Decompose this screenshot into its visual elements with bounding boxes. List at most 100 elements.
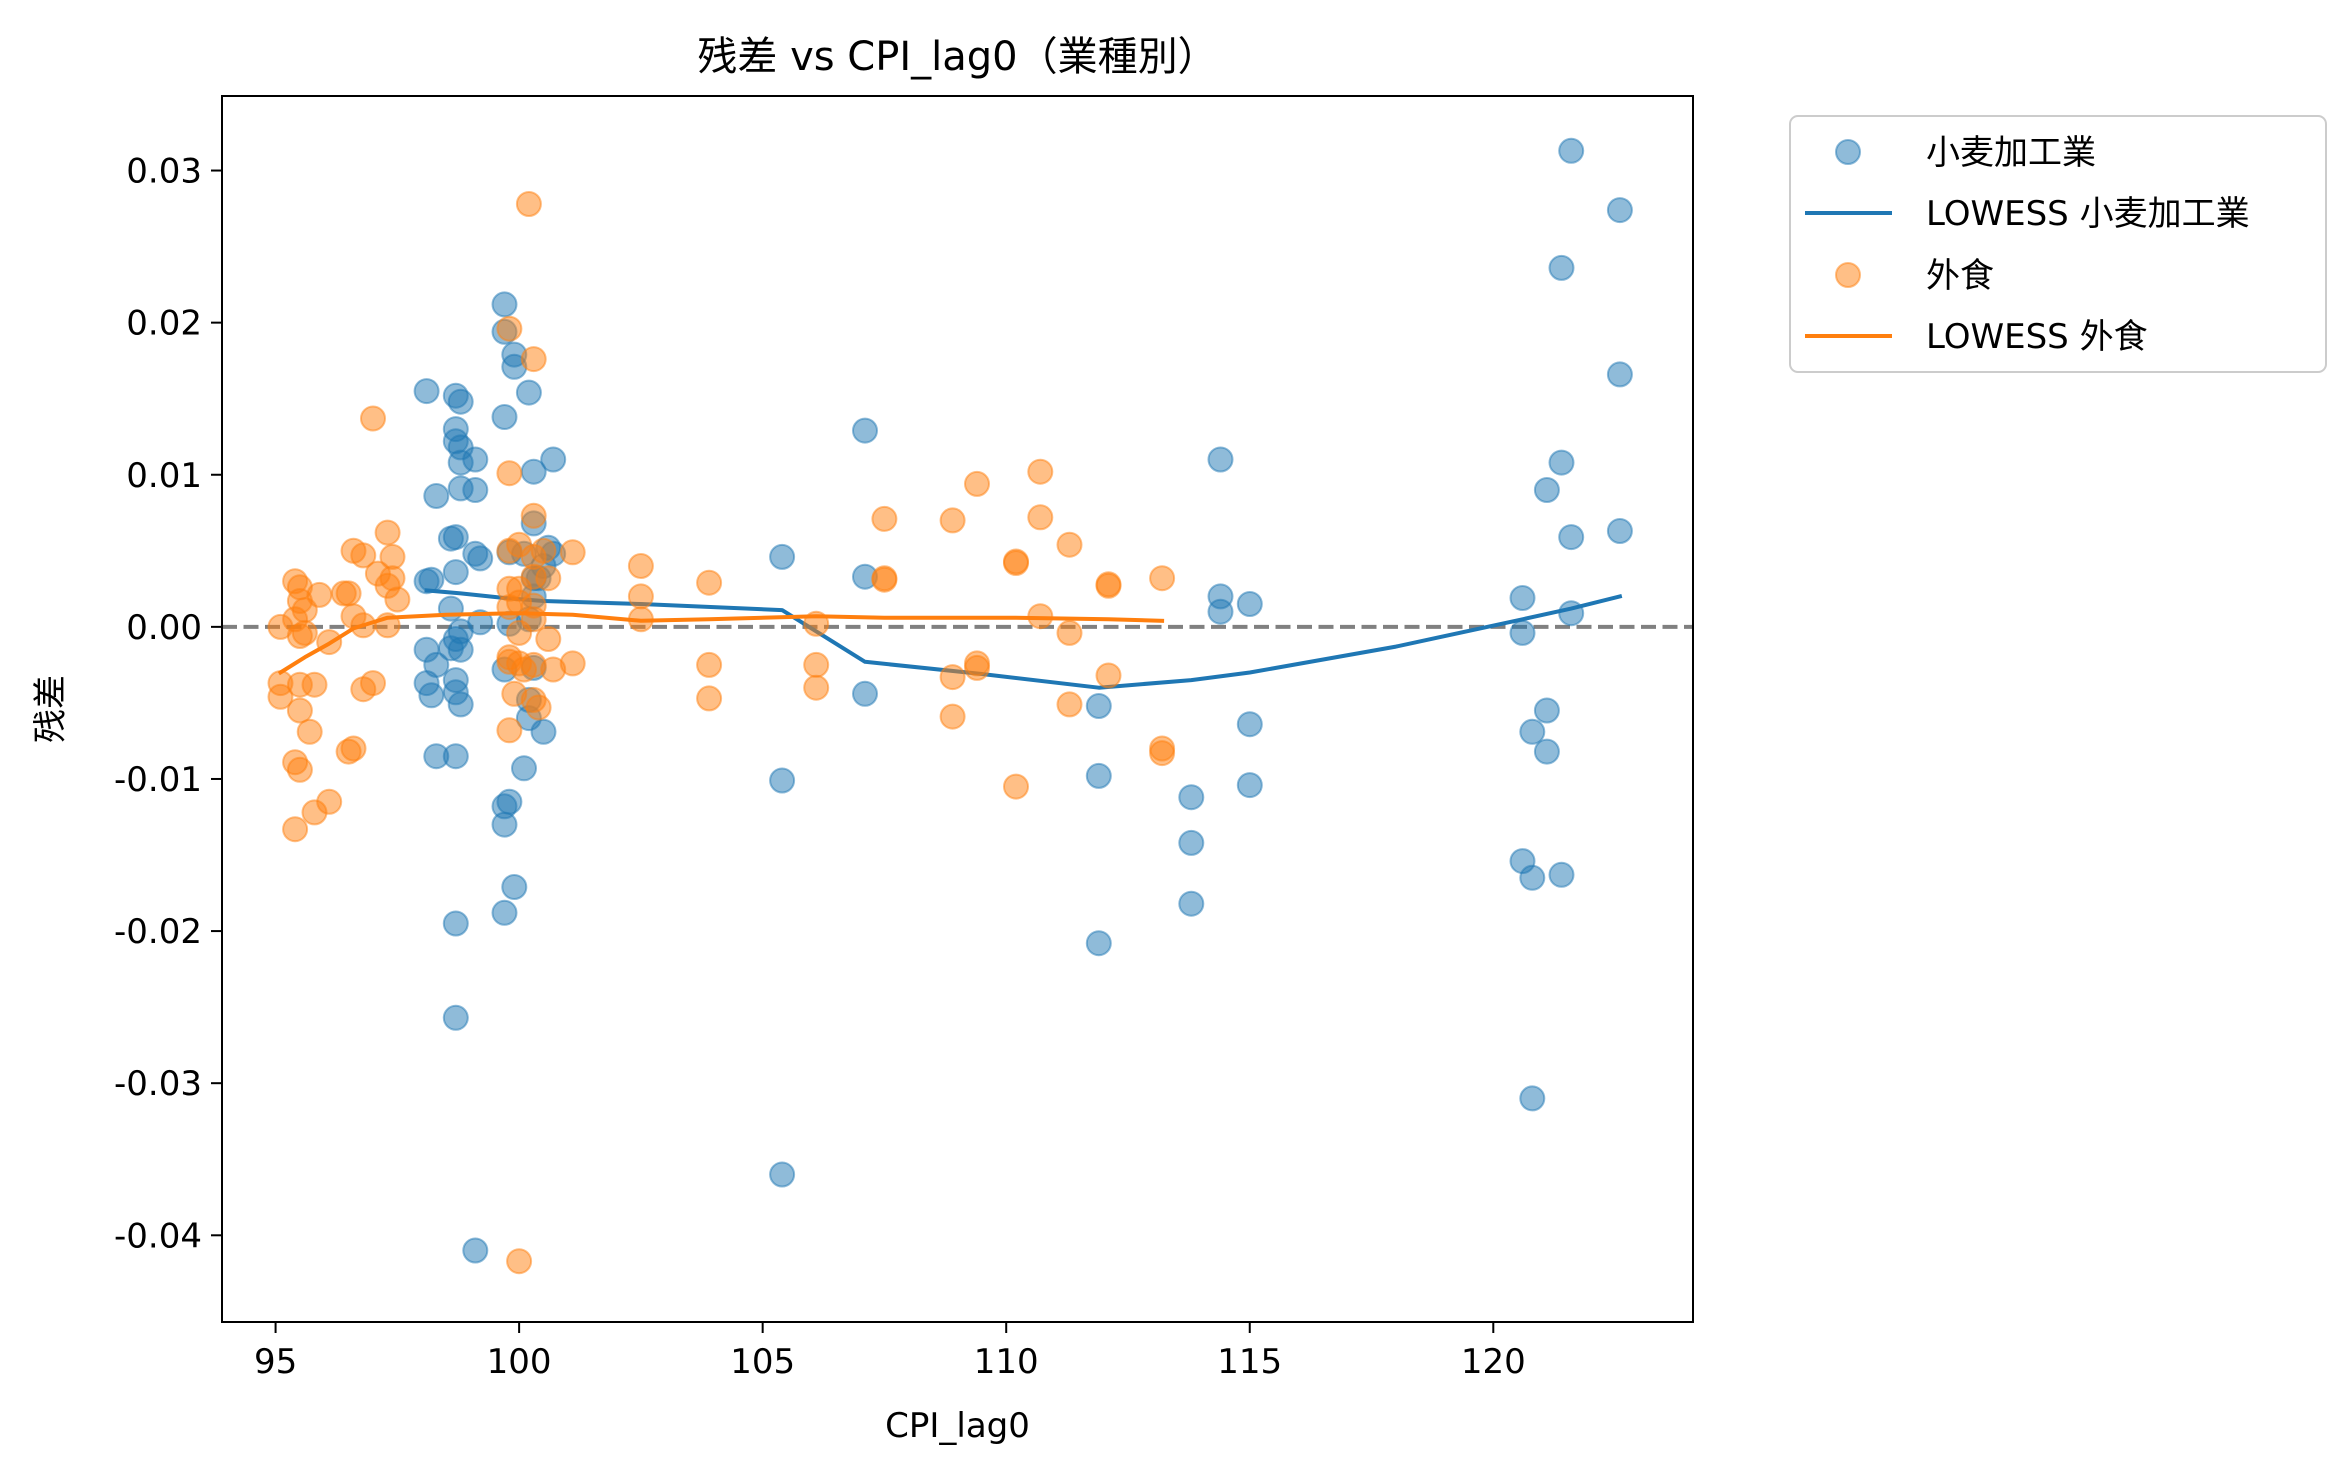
data-point bbox=[496, 315, 523, 342]
axes-layer: 95 100 105 110 115 120 -0.04 -0.03 -0.02 -0.01 0.0… bbox=[114, 95, 1694, 1382]
data-point bbox=[282, 816, 309, 843]
data-point bbox=[769, 543, 796, 570]
data-point bbox=[1095, 572, 1122, 599]
data-point bbox=[1548, 254, 1575, 281]
data-point bbox=[306, 581, 333, 608]
data-point bbox=[696, 569, 723, 596]
data-point bbox=[1533, 697, 1560, 724]
data-point bbox=[496, 788, 523, 815]
data-point bbox=[627, 583, 654, 610]
data-point bbox=[1606, 197, 1633, 224]
data-point bbox=[418, 682, 445, 709]
data-point bbox=[1548, 449, 1575, 476]
y-axis-label: 残差 bbox=[31, 675, 71, 743]
data-point bbox=[442, 743, 469, 770]
legend-marker bbox=[1835, 139, 1861, 165]
data-point bbox=[340, 735, 367, 762]
data-point bbox=[535, 565, 562, 592]
data-point bbox=[1027, 458, 1054, 485]
data-point bbox=[696, 685, 723, 712]
data-point bbox=[520, 346, 547, 373]
data-point bbox=[1606, 361, 1633, 388]
data-point bbox=[496, 717, 523, 744]
data-point bbox=[535, 626, 562, 652]
legend-label: 外食 bbox=[1926, 256, 1994, 296]
data-point bbox=[1178, 890, 1205, 917]
data-point bbox=[852, 680, 878, 707]
data-point bbox=[442, 524, 469, 551]
data-point bbox=[413, 568, 440, 595]
data-point bbox=[1606, 518, 1633, 544]
data-point bbox=[540, 446, 567, 473]
data-point bbox=[1056, 691, 1083, 718]
data-point bbox=[1207, 598, 1234, 625]
x-axis-label: CPI_lag0 bbox=[885, 1406, 1030, 1446]
y-tick-label: 0.01 bbox=[126, 456, 202, 496]
data-point bbox=[1509, 619, 1536, 646]
legend-entry: 小麦加工業 bbox=[1835, 133, 2096, 173]
data-point bbox=[871, 505, 898, 532]
data-point bbox=[506, 1248, 533, 1275]
data-point bbox=[769, 767, 796, 794]
data-point bbox=[803, 674, 830, 701]
plot-frame bbox=[221, 95, 1694, 1323]
data-point bbox=[491, 899, 518, 926]
data-point bbox=[301, 671, 328, 698]
data-point bbox=[491, 291, 518, 318]
data-point bbox=[437, 595, 464, 622]
data-point bbox=[374, 519, 401, 546]
data-point bbox=[559, 539, 586, 566]
y-tick-label: -0.02 bbox=[114, 912, 202, 952]
data-point bbox=[462, 446, 489, 473]
data-point bbox=[413, 378, 440, 405]
data-point bbox=[462, 1237, 489, 1264]
data-point bbox=[1533, 738, 1560, 765]
data-point bbox=[296, 718, 323, 745]
data-point bbox=[559, 650, 586, 677]
lowess-line bbox=[277, 611, 1165, 676]
data-point bbox=[1003, 773, 1029, 800]
data-point bbox=[1095, 662, 1122, 689]
x-tick-label: 95 bbox=[254, 1342, 297, 1382]
data-point bbox=[1056, 619, 1083, 646]
data-point bbox=[852, 417, 878, 444]
data-point bbox=[442, 910, 469, 937]
y-tick-label: -0.01 bbox=[114, 760, 202, 800]
data-point bbox=[1003, 550, 1029, 576]
data-point bbox=[871, 566, 898, 593]
data-point bbox=[442, 559, 469, 586]
data-point bbox=[491, 404, 518, 430]
data-point bbox=[530, 718, 557, 745]
y-tick-label: 0.02 bbox=[126, 304, 202, 344]
data-point bbox=[515, 379, 542, 406]
data-point bbox=[467, 545, 494, 572]
data-point bbox=[1085, 762, 1112, 789]
legend-marker bbox=[1835, 262, 1861, 288]
data-point bbox=[286, 697, 313, 724]
data-point bbox=[286, 756, 313, 783]
series-4 bbox=[277, 611, 1165, 676]
x-tick-label: 100 bbox=[487, 1342, 552, 1382]
data-point bbox=[1509, 585, 1536, 611]
data-point bbox=[1027, 504, 1054, 531]
data-point bbox=[447, 691, 474, 718]
data-point bbox=[1056, 531, 1083, 558]
data-point bbox=[1207, 446, 1234, 473]
legend-label: 小麦加工業 bbox=[1926, 133, 2096, 173]
data-point bbox=[1149, 740, 1176, 767]
data-point bbox=[1533, 477, 1560, 503]
data-point bbox=[491, 811, 518, 838]
data-point bbox=[511, 755, 537, 782]
data-point bbox=[1519, 864, 1546, 891]
data-point bbox=[447, 636, 474, 663]
data-point bbox=[530, 537, 557, 564]
data-point bbox=[1236, 772, 1263, 799]
legend-box bbox=[1789, 115, 2327, 373]
data-point bbox=[384, 586, 411, 613]
data-point bbox=[291, 619, 318, 646]
data-point bbox=[1519, 718, 1546, 745]
data-point bbox=[360, 405, 386, 432]
